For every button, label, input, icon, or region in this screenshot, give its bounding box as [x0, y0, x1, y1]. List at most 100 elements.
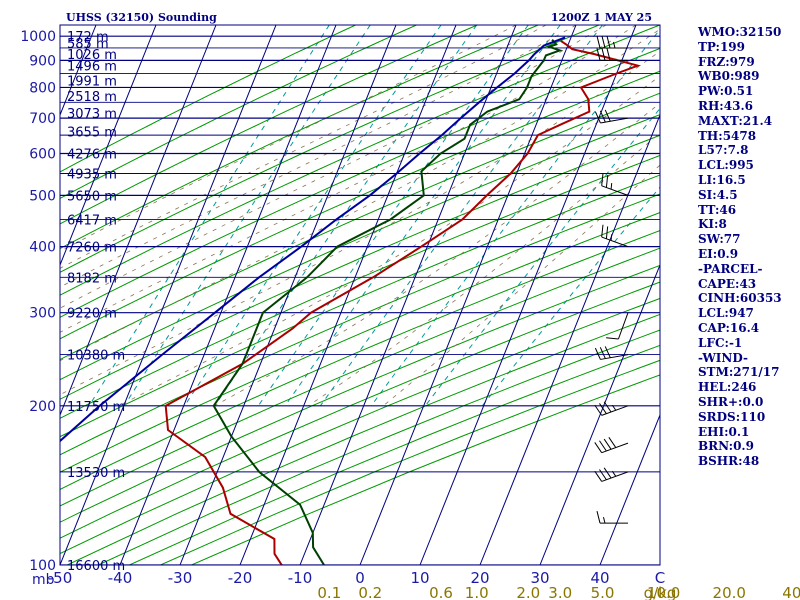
mixing-ratio-unit-label: g/kg — [644, 584, 677, 600]
mixing-ratio-line — [370, 28, 660, 407]
parameter-line: BSHR:48 — [698, 454, 760, 469]
pressure-tick-label: 900 — [29, 53, 56, 69]
height-label: 8182 m — [67, 271, 117, 286]
dry-adiabat — [60, 134, 660, 400]
mixing-ratio-label: 5.0 — [591, 584, 615, 600]
pressure-tick-label: 1000 — [20, 29, 56, 45]
station-title: UHSS (32150) Sounding — [66, 11, 217, 24]
wind-barb-feather — [594, 470, 603, 482]
temperature-tick-label: 30 — [530, 569, 549, 587]
mixing-ratio-label: 20.0 — [713, 584, 746, 600]
wind-barb-feather — [608, 437, 617, 448]
isotherm-line — [479, 113, 660, 565]
parameter-line: SHR+:0.0 — [698, 394, 764, 409]
wind-barb-feather — [601, 48, 606, 61]
pressure-tick-label: 100 — [29, 558, 56, 574]
wind-barb-feather — [606, 48, 611, 61]
parameter-line: CINH:60353 — [698, 291, 782, 306]
parameter-line: EHI:0.1 — [698, 424, 750, 439]
wind-barb-feather — [594, 442, 603, 453]
temperature-tick-label: 0 — [355, 569, 365, 587]
wind-barb-feather — [604, 346, 611, 358]
wind-barb-feather — [601, 224, 604, 238]
isotherm-line — [119, 25, 337, 565]
dewpoint-trace — [212, 39, 563, 565]
wind-barb-feather — [594, 347, 601, 360]
pressure-tick-label: 200 — [29, 399, 56, 415]
dry-adiabat — [60, 281, 660, 539]
parameter-line: KI:8 — [698, 217, 727, 232]
dry-adiabat — [60, 25, 539, 250]
pressure-tick-label: 300 — [29, 306, 56, 322]
dry-adiabat — [60, 25, 356, 173]
parameter-line: TH:5478 — [698, 128, 757, 143]
dry-adiabat — [60, 114, 660, 381]
dry-adiabat — [98, 329, 660, 565]
mixing-ratio-line — [214, 25, 478, 407]
dry-adiabat — [60, 212, 660, 473]
parameter-line: STM:271/17 — [698, 365, 780, 380]
wind-barb-staff — [617, 312, 629, 340]
height-label: 4935 m — [67, 167, 117, 182]
height-label: 5650 m — [67, 189, 117, 204]
mixing-ratio-line — [284, 25, 561, 407]
wind-barb-feather — [599, 469, 607, 481]
mixing-ratio-label: 0.2 — [358, 584, 382, 600]
wind-barb-feather — [605, 175, 609, 188]
wind-barb-half-feather — [603, 517, 606, 524]
isotherm-line — [60, 25, 277, 565]
isotherm-line — [299, 25, 517, 565]
pressure-unit-label: mb — [32, 572, 55, 588]
wind-barb-feather — [594, 111, 601, 124]
mixing-ratio-label: 1.0 — [465, 584, 489, 600]
pressure-tick-label: 500 — [29, 188, 56, 204]
parameter-line: HEL:246 — [698, 380, 757, 395]
isotherm-line — [419, 25, 637, 565]
temperature-unit-label: C — [655, 569, 665, 587]
moist-adiabat — [60, 25, 637, 333]
dry-adiabat — [60, 174, 660, 438]
temperature-tick-label: -30 — [168, 569, 193, 587]
height-label: 172 m — [67, 30, 109, 45]
moist-adiabat — [60, 25, 607, 309]
wind-barb-half-feather — [613, 41, 616, 49]
height-label: 16600 m — [67, 559, 125, 574]
height-label: 7260 m — [67, 241, 117, 256]
parameter-line: TP:199 — [698, 39, 746, 54]
height-label: 11750 m — [67, 400, 125, 415]
dry-adiabat — [60, 25, 478, 225]
isotherm-line — [60, 25, 217, 417]
mixing-ratio-line — [123, 25, 371, 407]
temperature-tick-label: 20 — [470, 569, 489, 587]
parameter-line: LFC:-1 — [698, 335, 743, 350]
parameter-line: SI:4.5 — [698, 187, 738, 202]
parcel-trace — [60, 36, 566, 443]
height-label: 3073 m — [67, 107, 117, 122]
height-label: 3655 m — [67, 126, 117, 141]
parameter-line: L57:7.8 — [698, 143, 749, 158]
temperature-tick-label: -50 — [48, 569, 73, 587]
dry-adiabat — [60, 154, 660, 419]
wind-barb-feather — [596, 511, 601, 524]
mixing-ratio-label: 0.1 — [317, 584, 341, 600]
wind-barb-feather — [603, 438, 612, 450]
temperature-trace — [164, 39, 642, 565]
dry-adiabat — [60, 92, 660, 361]
moist-adiabat — [60, 25, 517, 252]
wind-barb-feather — [604, 109, 611, 122]
wind-barb-feather — [596, 35, 601, 49]
pressure-tick-label: 400 — [29, 240, 56, 256]
wind-barb-feather — [599, 347, 606, 359]
dry-adiabat — [60, 70, 660, 340]
parameter-line: WB0:989 — [698, 69, 760, 84]
valid-time: 1200Z 1 MAY 25 — [551, 11, 652, 24]
wind-barb-half-feather — [611, 404, 617, 411]
wind-barb-feather — [599, 403, 607, 414]
moist-adiabat — [60, 28, 660, 362]
parameter-line: -PARCEL- — [698, 261, 763, 276]
dry-adiabat — [60, 25, 660, 296]
pressure-tick-label: 800 — [29, 80, 56, 96]
wind-barb-feather — [596, 48, 601, 61]
